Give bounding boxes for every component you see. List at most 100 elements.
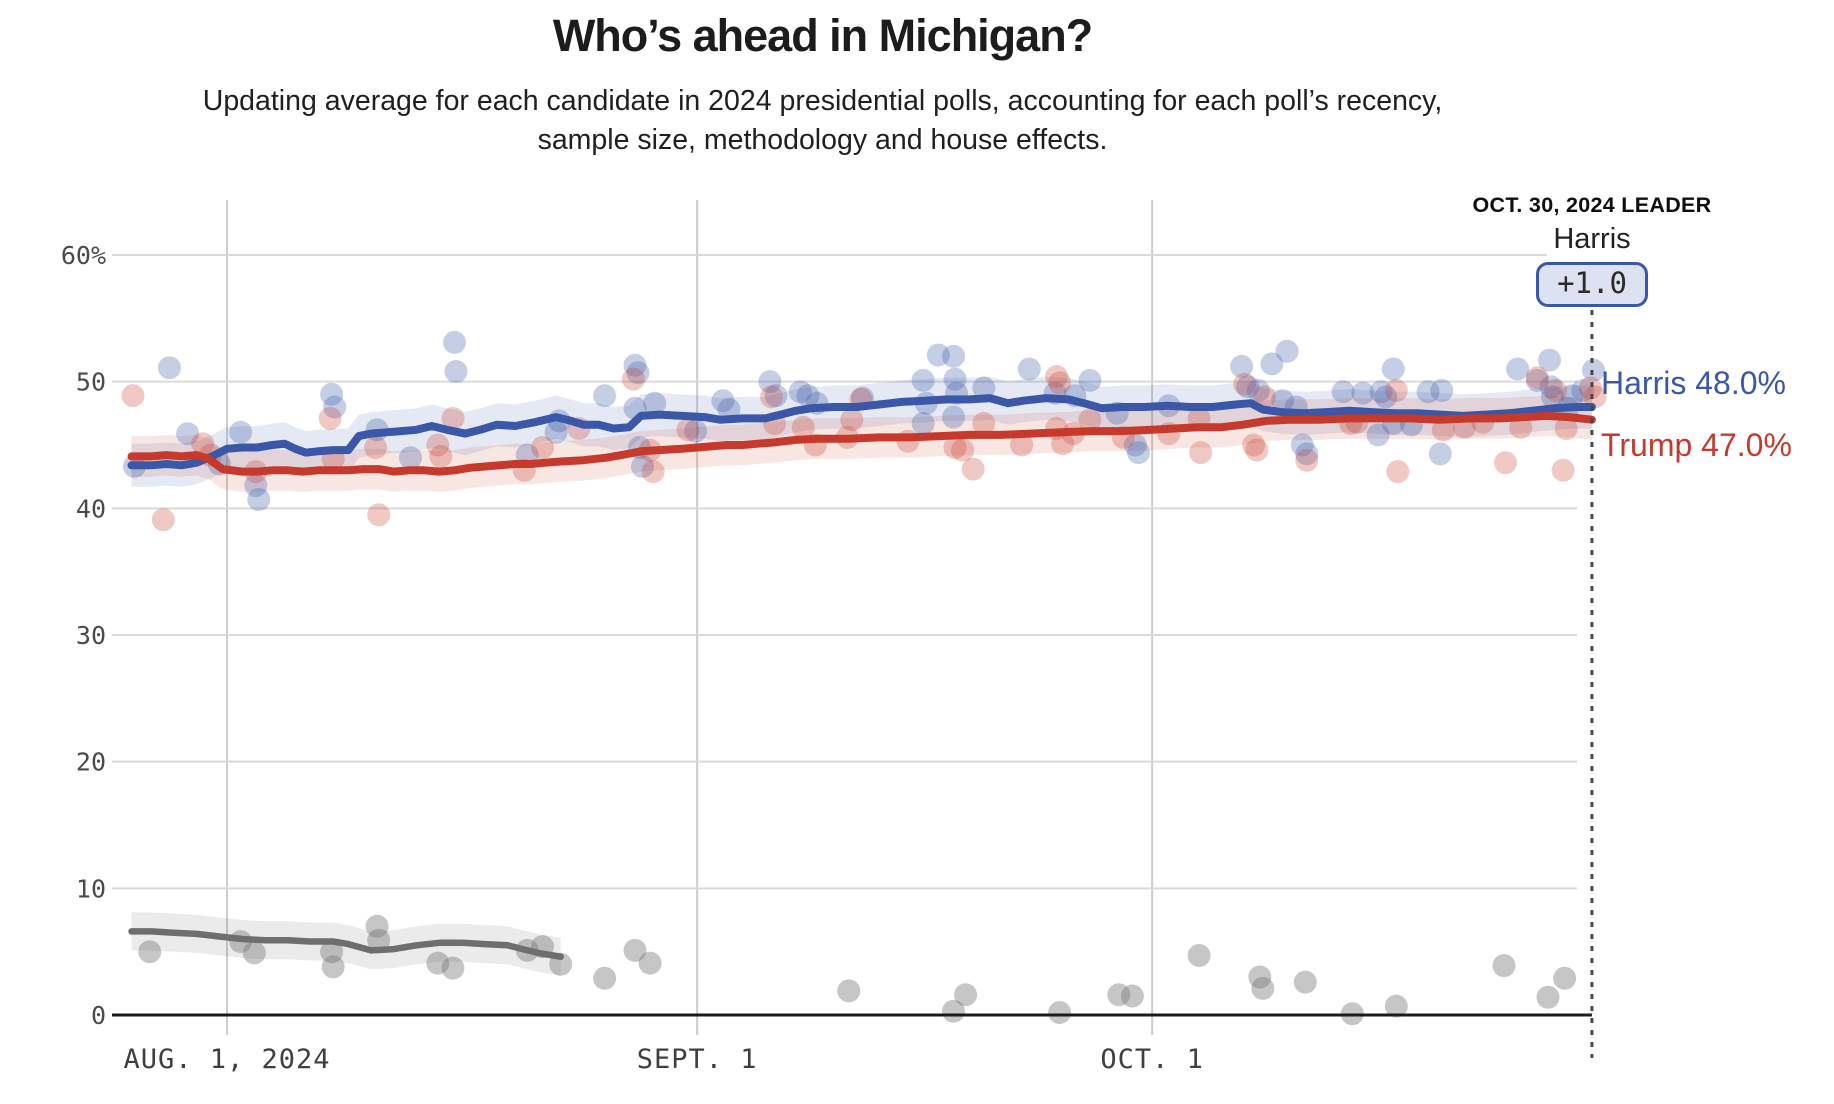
poll-dot-harris: [764, 384, 788, 408]
chart-header: Who’s ahead in Michigan? Updating averag…: [0, 10, 1645, 160]
poll-dot-harris: [399, 446, 422, 470]
poll-dot-trump: [441, 406, 465, 430]
poll-dot-harris: [544, 420, 568, 444]
poll-dot-harris: [443, 330, 466, 354]
poll-dot-harris: [1369, 380, 1393, 404]
poll-dot-trump: [961, 457, 985, 481]
y-tick-label: 60%: [61, 241, 106, 270]
poll-dot-trump: [1189, 441, 1213, 465]
poll-dot-harris: [1127, 441, 1150, 465]
poll-dot-trump: [1431, 418, 1455, 442]
leader-annotation: OCT. 30, 2024 LEADER Harris +1.0: [1412, 193, 1772, 307]
poll-dot-harris: [1366, 423, 1390, 447]
poll-dot-harris: [1236, 375, 1260, 399]
poll-dot-trump: [531, 436, 554, 459]
poll-dot-kennedy: [320, 940, 344, 964]
poll-dot-kennedy: [954, 983, 978, 1007]
average-line-trump: [127, 411, 1596, 476]
poll-dot-kennedy: [367, 928, 391, 952]
poll-dot-trump: [1078, 408, 1102, 432]
poll-dot-trump: [1494, 451, 1517, 475]
poll-dot-harris: [1538, 348, 1561, 372]
poll-dot-harris: [1571, 379, 1595, 402]
poll-dot-trump: [760, 385, 783, 409]
poll-dot-harris: [1560, 384, 1584, 408]
poll-dot-harris: [1290, 433, 1314, 457]
poll-dot-trump: [840, 408, 864, 432]
poll-dot-trump: [1048, 371, 1072, 395]
poll-dot-kennedy: [365, 914, 389, 938]
poll-dot-harris: [911, 368, 935, 392]
poll-dot-harris: [244, 474, 268, 497]
poll-dot-harris: [972, 376, 996, 400]
poll-dot-trump: [318, 406, 342, 430]
poll-dot-harris: [926, 343, 950, 367]
poll-dot-harris: [1539, 375, 1563, 399]
poll-dot-kennedy: [638, 951, 662, 975]
poll-dot-harris: [758, 370, 782, 394]
poll-dot-harris: [1428, 442, 1452, 466]
poll-dot-trump: [676, 418, 700, 442]
poll-dot-kennedy: [623, 938, 647, 962]
poll-dot-kennedy: [138, 940, 162, 964]
poll-dot-kennedy: [242, 941, 266, 965]
poll-dot-harris: [911, 412, 935, 435]
poll-dot-trump: [429, 444, 453, 468]
poll-dot-harris: [631, 455, 654, 478]
poll-dot-harris: [1381, 357, 1405, 381]
poll-dot-harris: [1416, 380, 1440, 404]
average-line-harris: [127, 394, 1596, 470]
poll-dot-harris: [1123, 433, 1147, 457]
poll-dot-harris: [942, 344, 965, 368]
y-tick-label: 10: [76, 874, 106, 903]
poll-dot-harris: [1271, 389, 1295, 413]
y-tick-label: 40: [76, 494, 106, 523]
poll-dot-trump: [791, 415, 815, 439]
poll-dot-harris: [1541, 385, 1564, 409]
poll-dot-kennedy: [426, 951, 450, 975]
poll-dot-trump: [191, 432, 215, 456]
poll-dot-trump: [621, 367, 645, 391]
poll-dot-trump: [1384, 379, 1408, 402]
poll-dot-harris: [796, 384, 820, 408]
poll-dot-trump: [1242, 433, 1266, 457]
poll-dot-trump: [1551, 458, 1575, 482]
poll-dot-kennedy: [1187, 944, 1211, 967]
x-tick-label: SEPT. 1: [637, 1044, 758, 1075]
poll-dot-harris: [320, 382, 344, 406]
poll-dot-harris: [623, 353, 647, 377]
chart-subtitle: Updating average for each candidate in 2…: [0, 82, 1645, 160]
poll-dot-trump: [1045, 365, 1069, 389]
x-tick-label: OCT. 1: [1100, 1044, 1204, 1075]
poll-dot-harris: [942, 405, 965, 429]
y-tick-label: 20: [76, 748, 106, 777]
leader-name: Harris: [1553, 223, 1631, 255]
poll-dot-harris: [1525, 368, 1549, 392]
poll-dot-trump: [1578, 376, 1602, 400]
poll-dot-harris: [626, 361, 650, 385]
poll-dot-kennedy: [1048, 1001, 1072, 1024]
poll-dot-harris: [788, 380, 812, 404]
poll-dot-harris: [176, 422, 200, 446]
poll-dot-harris: [643, 391, 667, 415]
poll-dot-kennedy: [593, 966, 617, 990]
poll-dot-trump: [641, 460, 665, 484]
poll-dot-harris: [1230, 354, 1254, 378]
poll-dot-kennedy: [1293, 970, 1317, 994]
poll-dot-trump: [1252, 385, 1276, 409]
poll-dot-trump: [1554, 417, 1578, 440]
leader-margin-badge: +1.0: [1536, 262, 1648, 307]
poll-dot-harris: [1078, 368, 1102, 392]
poll-dot-trump: [121, 384, 145, 408]
poll-dot-trump: [1295, 448, 1319, 472]
page-title: Who’s ahead in Michigan?: [552, 10, 1093, 61]
subtitle-line-1: Updating average for each candidate in 2…: [202, 85, 1443, 117]
poll-dot-kennedy: [1107, 983, 1131, 1007]
poll-dot-trump: [151, 508, 175, 532]
poll-dot-harris: [1506, 357, 1530, 381]
poll-dot-kennedy: [1248, 965, 1272, 989]
poll-dot-trump: [1525, 366, 1549, 390]
y-tick-label: 0: [91, 1001, 106, 1030]
